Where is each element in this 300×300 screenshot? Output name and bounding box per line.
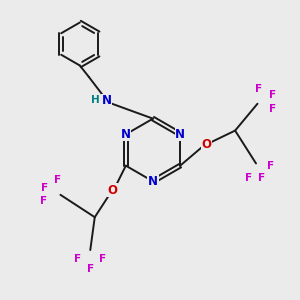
Text: F: F [245, 173, 252, 183]
Text: F: F [99, 254, 106, 264]
Text: F: F [269, 104, 277, 114]
Text: F: F [41, 183, 49, 193]
Text: F: F [87, 264, 94, 274]
Text: F: F [74, 254, 81, 264]
Text: F: F [255, 84, 262, 94]
Text: F: F [40, 196, 48, 206]
Text: O: O [202, 137, 212, 151]
Text: H: H [91, 95, 100, 105]
Text: F: F [267, 161, 274, 171]
Text: F: F [269, 90, 276, 100]
Text: N: N [175, 128, 185, 141]
Text: N: N [121, 128, 131, 141]
Text: N: N [102, 94, 112, 107]
Text: N: N [148, 175, 158, 188]
Text: F: F [258, 173, 265, 183]
Text: F: F [54, 175, 61, 185]
Text: O: O [108, 184, 118, 197]
